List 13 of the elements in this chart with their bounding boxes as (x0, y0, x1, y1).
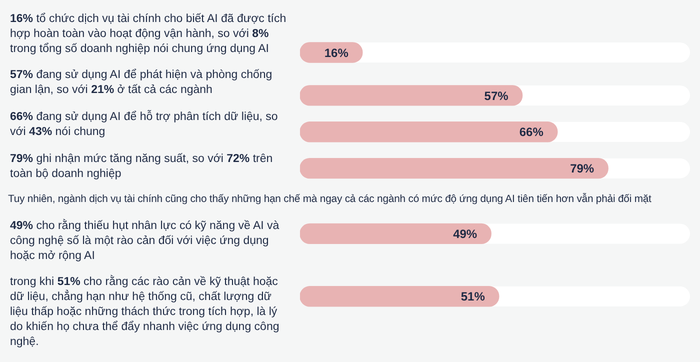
data-label: 16% (324, 46, 349, 60)
data-label: 49% (453, 227, 478, 242)
annotation: Tuy nhiên, ngành dịch vụ tài chính cũng cho thấy những hạn chế mà ngay cả các ngành có mức độ ứng dụng AI tiên tiến hơn vẫn phải đối mặt (8, 193, 652, 208)
y-tick-label: 66% đang sử dụng AI để hỗ trợ phân tích dữ liệu, so với 43% nói chung (10, 110, 279, 140)
data-label: 57% (484, 88, 509, 103)
y-tick-label: 57% đang sử dụng AI để phát hiện và phòng chống gian lận, so với 21% ở tất cả các ngành (10, 68, 274, 98)
data-label: 66% (519, 125, 544, 140)
y-tick-label: 16% tổ chức dịch vụ tài chính cho biết AI đã được tích hợp hoàn toàn vào hoạt động vận hành, so với 8% trong tổng số doanh nghiệp nói chung ứng dụng AI (10, 12, 288, 57)
data-label: 51% (460, 290, 486, 304)
category-label: 79% ghi nhận mức tăng năng suất, so với 72% trên toàn bộ doanh nghiệp (10, 152, 273, 180)
y-tick-label: trong khi 51% cho rằng các rào cản về kỹ thuật hoặc dữ liệu, chẳng hạn như hệ thống cũ, chất lượng dữ liệu thấp hoặc những thách thức trong tích hợp, là lý do khiến họ chưa thể đẩy nhanh việc ứng dụng công nghệ. (10, 275, 280, 350)
data-label: 79% (570, 162, 594, 176)
y-tick-label: 49% cho rằng thiếu hụt nhân lực có kỹ năng về AI và công nghệ số là một rào cản đối với việc ứng dụng hoặc mở rộng AI (10, 218, 280, 264)
